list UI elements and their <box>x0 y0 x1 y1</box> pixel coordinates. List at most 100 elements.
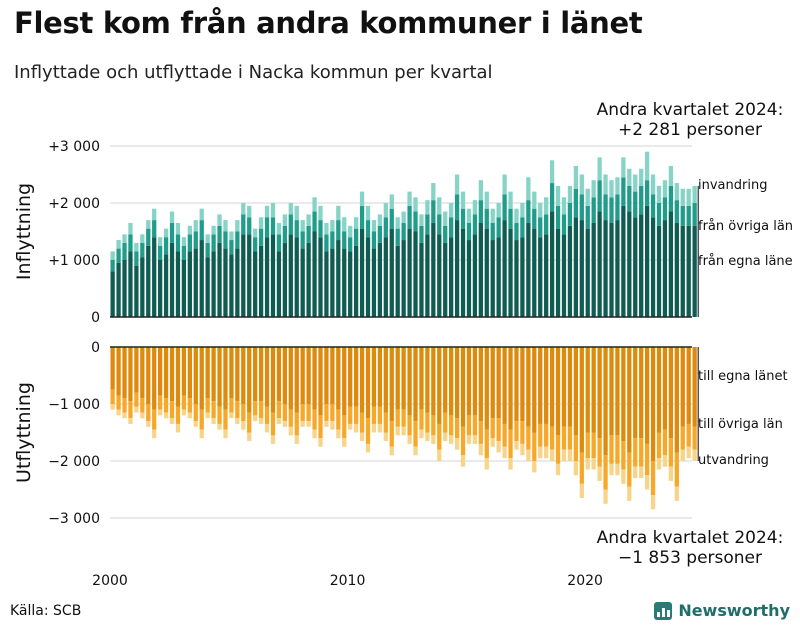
bar-out-0 <box>306 347 311 404</box>
bar-in-2 <box>258 217 264 229</box>
bar-out-1 <box>229 398 234 413</box>
bar-in-1 <box>662 197 668 221</box>
bar-out-2 <box>650 495 656 510</box>
bar-out-1 <box>122 398 127 413</box>
bar-in-0 <box>306 242 311 317</box>
bar-in-2 <box>597 157 602 181</box>
bar-out-1 <box>152 409 157 430</box>
bar-in-0 <box>561 234 567 317</box>
bar-in-1 <box>431 200 436 223</box>
bar-out-2 <box>110 404 115 410</box>
bar-out-1 <box>472 415 478 436</box>
bar-out-0 <box>146 347 151 404</box>
bar-in-0 <box>615 220 620 317</box>
bar-in-2 <box>395 217 400 229</box>
bar-in-0 <box>353 245 359 317</box>
bar-out-1 <box>116 395 121 410</box>
bar-out-2 <box>591 458 596 470</box>
bar-out-0 <box>288 347 293 410</box>
bar-out-0 <box>419 347 424 410</box>
bar-in-0 <box>591 222 596 317</box>
bar-in-0 <box>579 220 584 317</box>
bar-in-0 <box>163 254 169 317</box>
bar-in-2 <box>300 220 305 232</box>
bar-out-2 <box>549 449 555 461</box>
bar-out-2 <box>603 489 608 504</box>
bar-out-1 <box>312 409 317 430</box>
bar-out-0 <box>407 347 412 416</box>
bar-in-2 <box>353 217 359 229</box>
bar-in-0 <box>644 205 650 317</box>
bar-out-1 <box>377 406 383 424</box>
bar-out-1 <box>330 404 335 422</box>
bar-out-2 <box>538 446 543 459</box>
bar-in-1 <box>466 222 472 241</box>
bar-in-0 <box>158 260 163 317</box>
bar-in-2 <box>656 185 662 203</box>
bar-out-1 <box>585 432 590 459</box>
bar-out-0 <box>389 347 394 422</box>
bar-out-0 <box>579 347 584 453</box>
bar-in-1 <box>437 214 442 235</box>
bar-out-0 <box>270 347 276 413</box>
bar-in-2 <box>668 165 674 186</box>
bar-out-2 <box>502 446 507 459</box>
bar-in-2 <box>229 231 234 241</box>
legend-label-utvandring: utvandring <box>698 453 769 468</box>
bar-in-2 <box>253 228 258 238</box>
bar-in-2 <box>460 191 466 209</box>
bar-out-0 <box>573 347 579 436</box>
bar-out-2 <box>585 458 590 470</box>
bar-in-1 <box>603 194 608 221</box>
bar-out-1 <box>680 426 685 450</box>
bar-in-1 <box>597 180 602 212</box>
bar-in-1 <box>359 205 365 229</box>
bar-in-0 <box>668 211 674 317</box>
bar-out-0 <box>454 347 460 419</box>
bar-out-1 <box>371 406 377 424</box>
bar-in-2 <box>163 228 169 238</box>
bar-out-0 <box>247 347 252 413</box>
bar-in-1 <box>152 220 157 238</box>
bar-in-1 <box>389 208 394 229</box>
bar-out-2 <box>199 429 204 439</box>
bar-in-1 <box>627 185 632 212</box>
bar-in-0 <box>407 228 412 317</box>
bar-in-0 <box>472 234 478 317</box>
bar-out-2 <box>472 435 478 444</box>
bar-out-2 <box>621 469 626 484</box>
bar-in-2 <box>401 211 406 223</box>
bar-out-0 <box>253 347 258 402</box>
bar-out-1 <box>508 429 513 459</box>
bar-in-2 <box>561 197 567 215</box>
bar-out-0 <box>342 347 347 416</box>
legend-label-till-ovriga-lan: till övriga län <box>698 417 783 432</box>
bar-in-1 <box>544 214 549 235</box>
bar-in-0 <box>466 240 472 317</box>
bar-out-0 <box>502 347 507 424</box>
bar-out-0 <box>294 347 299 413</box>
bar-out-0 <box>538 347 543 424</box>
bar-in-1 <box>538 217 543 238</box>
bar-out-1 <box>615 435 620 464</box>
bar-in-1 <box>288 214 293 235</box>
bar-in-2 <box>526 177 531 201</box>
bar-out-1 <box>348 406 353 424</box>
bar-out-1 <box>555 435 561 464</box>
bar-in-2 <box>306 214 311 226</box>
bar-in-2 <box>686 188 691 206</box>
bar-in-1 <box>621 177 626 206</box>
bar-out-1 <box>187 398 192 413</box>
bar-out-0 <box>621 347 626 442</box>
bar-out-0 <box>514 347 519 422</box>
bar-out-0 <box>490 347 495 419</box>
bar-out-2 <box>561 449 567 461</box>
bar-in-0 <box>175 251 181 317</box>
bar-out-2 <box>128 418 133 424</box>
bar-in-1 <box>478 200 483 223</box>
bar-in-0 <box>425 234 430 317</box>
bar-out-0 <box>520 347 525 422</box>
bar-in-0 <box>318 237 323 317</box>
bar-in-1 <box>134 251 139 266</box>
bar-in-1 <box>514 222 519 241</box>
